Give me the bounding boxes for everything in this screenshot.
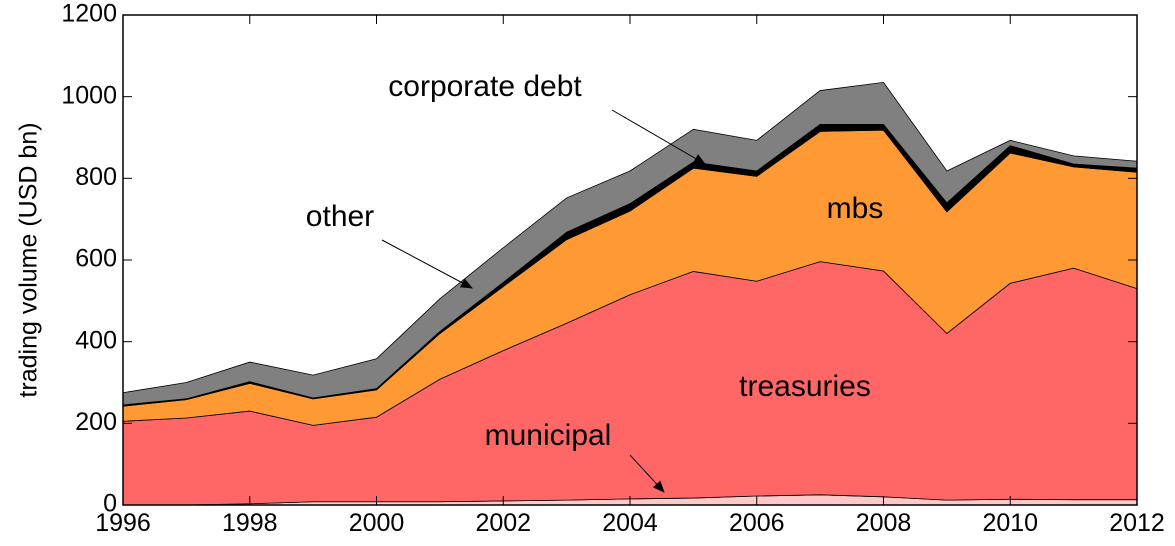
y-tick-label: 600 xyxy=(75,245,117,273)
x-tick-label: 1998 xyxy=(222,509,278,537)
annotation-arrow xyxy=(611,109,706,165)
x-tick-label: 1996 xyxy=(95,509,151,537)
y-tick-label: 400 xyxy=(75,326,117,354)
x-tick-label: 2004 xyxy=(602,509,658,537)
series-annotation: mbs xyxy=(827,192,884,225)
annotation-arrow xyxy=(629,454,665,493)
y-axis-label: trading volume (USD bn) xyxy=(15,122,43,397)
series-annotation: other xyxy=(306,200,374,233)
series-annotation: corporate debt xyxy=(388,70,582,103)
y-tick-label: 800 xyxy=(75,163,117,191)
annotation-arrow xyxy=(381,239,473,289)
x-tick-label: 2010 xyxy=(982,509,1038,537)
x-tick-label: 2006 xyxy=(729,509,785,537)
y-tick-label: 0 xyxy=(103,490,117,518)
series-annotation: municipal xyxy=(485,419,612,452)
series-annotation: treasuries xyxy=(739,370,871,403)
x-tick-label: 2002 xyxy=(475,509,531,537)
y-tick-label: 1000 xyxy=(61,81,117,109)
x-tick-label: 2008 xyxy=(856,509,912,537)
x-tick-label: 2000 xyxy=(349,509,405,537)
y-tick-label: 200 xyxy=(75,408,117,436)
y-tick-label: 1200 xyxy=(61,0,117,28)
x-tick-label: 2012 xyxy=(1109,509,1165,537)
